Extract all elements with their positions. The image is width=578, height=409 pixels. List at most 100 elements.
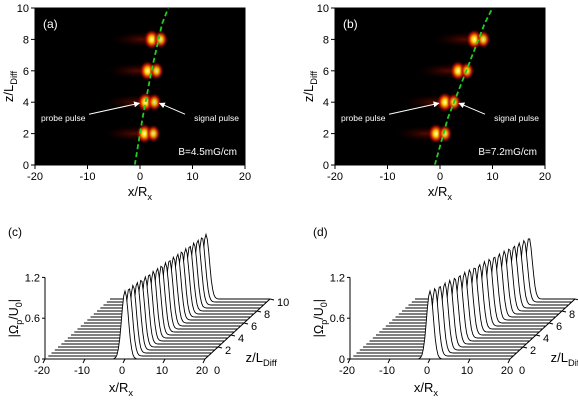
x-tick — [162, 358, 166, 364]
y-axis-label-ylabel_sub: p — [14, 320, 24, 325]
x-tick-label: 20 — [539, 171, 551, 183]
y-tick-label: 0 — [34, 354, 40, 366]
x-tick-label: -20 — [327, 171, 343, 183]
y-axis-label: z/LDiff — [1, 71, 19, 103]
series-line — [51, 284, 212, 354]
y-axis-label-main: z/L — [1, 85, 16, 102]
x-tick — [387, 358, 391, 364]
signal-pulse-label: signal pulse — [494, 113, 539, 123]
x-axis-label-sub: x — [433, 388, 438, 398]
x-tick-label: 10 — [461, 365, 473, 377]
x-tick-label: -10 — [380, 171, 396, 183]
y-tick-label: 8 — [23, 34, 29, 46]
x-tick-label: 20 — [196, 365, 208, 377]
y-axis-label-sub: Diff — [9, 71, 19, 85]
pulse-1 — [103, 92, 168, 113]
x-tick — [122, 358, 126, 364]
x-tick-label: -20 — [339, 365, 355, 377]
panel-label: (a) — [43, 17, 58, 31]
x-tick-label: 0 — [424, 365, 430, 377]
x-axis-label-main: x/R — [428, 184, 448, 199]
pulse-lobe-right — [438, 124, 452, 143]
probe-arrow — [388, 101, 440, 115]
z-axis-line — [509, 298, 576, 360]
y-tick-label: 4 — [23, 97, 29, 109]
series-fill — [350, 291, 510, 359]
z-axis-label-sub: Diff — [263, 358, 277, 368]
x-tick-label: 0 — [437, 171, 443, 183]
z-axis-label-main: z/L — [246, 350, 263, 365]
signal-arrow — [458, 102, 486, 115]
field-label: B=4.5mG/cm — [178, 147, 237, 158]
x-tick-label: -20 — [27, 171, 43, 183]
z-tick-label: 8 — [569, 309, 575, 321]
y-tick-label: 1.2 — [25, 272, 40, 284]
series-line — [48, 288, 209, 357]
z-axis-line — [204, 298, 271, 360]
z-tick-label: 4 — [543, 333, 549, 345]
y-axis-label-ylabel_sub: p — [319, 320, 329, 325]
y-axis-label-ylabel: |Ω — [7, 325, 21, 338]
y-tick-label: 0 — [23, 160, 29, 172]
signal-pulse-label: signal pulse — [194, 113, 239, 123]
y-axis-label-ylabel_sub2: 0 — [319, 302, 329, 307]
pulse-lobe-right — [146, 124, 161, 143]
x-tick-label: -10 — [80, 171, 96, 183]
z-tick — [522, 346, 528, 349]
y-tick-label: 0 — [339, 354, 345, 366]
x-tick-label: 10 — [156, 365, 168, 377]
y-tick-label: 8 — [323, 34, 329, 46]
z-tick — [217, 346, 223, 349]
x-tick — [82, 358, 86, 364]
pulse-lobe-right — [476, 30, 491, 49]
z-axis-label: z/LDiff — [551, 350, 578, 368]
z-tick-label: 10 — [277, 297, 289, 309]
z-tick — [256, 310, 262, 313]
z-tick — [548, 322, 554, 325]
x-tick-label: -10 — [74, 365, 90, 377]
y-axis-label: |Ωp/U0| — [312, 299, 329, 337]
x-tick — [202, 358, 206, 364]
z-tick-label: 2 — [225, 345, 231, 357]
signal-arrow — [158, 102, 186, 115]
x-axis-label: x/Rx — [428, 184, 453, 202]
x-tick-label: 20 — [239, 171, 251, 183]
x-tick-label: 0 — [137, 171, 143, 183]
x-tick-label: -20 — [34, 365, 50, 377]
z-axis-label-sub: Diff — [568, 358, 578, 368]
z-tick-label: 8 — [264, 309, 270, 321]
z-tick-label: 6 — [556, 321, 562, 333]
z-tick — [574, 298, 578, 301]
y-tick-label: 2 — [323, 129, 329, 141]
y-tick-label: 6 — [323, 66, 329, 78]
y-axis-label-sub: Diff — [309, 71, 319, 85]
series-line — [353, 287, 514, 357]
x-axis-label-sub: x — [447, 192, 452, 202]
z-tick — [230, 334, 236, 337]
x-axis-label: x/Rx — [128, 184, 153, 202]
y-axis-label-ylabel: |Ω — [312, 325, 326, 338]
panel-d: -20-1001020x/Rx2468100z/LDiff00.61.2|Ωp/… — [312, 225, 578, 398]
z-tick-label: 0 — [214, 365, 220, 377]
y-axis-label-ylabel_end: | — [7, 299, 21, 302]
x-tick — [347, 358, 351, 364]
y-tick-label: 1.2 — [330, 272, 345, 284]
z-axis-label-main: z/L — [551, 350, 568, 365]
y-tick-label: 10 — [17, 3, 29, 15]
x-tick-label: 0 — [119, 365, 125, 377]
y-tick-label: 6 — [23, 66, 29, 78]
y-axis-label: z/LDiff — [301, 71, 319, 103]
z-tick-label: 0 — [519, 365, 525, 377]
z-tick-label: 4 — [238, 333, 244, 345]
y-tick-label: 0.6 — [330, 313, 345, 325]
x-tick — [42, 358, 46, 364]
z-axis-label: z/LDiff — [246, 350, 278, 368]
y-tick-label: 2 — [23, 129, 29, 141]
y-axis-label-ylabel_mid: /U — [7, 307, 21, 320]
pulse-lobe-right — [153, 30, 168, 49]
x-axis-label: x/Rx — [414, 380, 439, 398]
x-tick — [507, 358, 511, 364]
y-axis-label-main: z/L — [301, 85, 316, 102]
x-axis-label-sub: x — [128, 388, 133, 398]
